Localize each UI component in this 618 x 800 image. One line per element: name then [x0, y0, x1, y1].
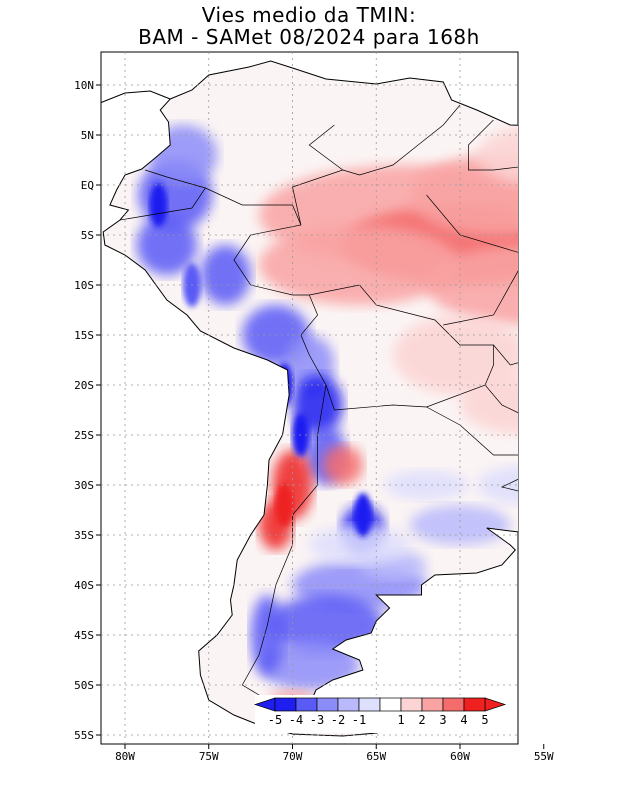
lon-tick-label: 70W: [283, 750, 303, 763]
lat-tick-label: 40S: [74, 579, 94, 592]
bias-blob: [460, 375, 518, 435]
lat-tick-label: 25S: [74, 429, 94, 442]
colorbar-legend: -5 -4 -3 -2 -1 1 2 3 4 5: [253, 695, 510, 733]
central-america-coast: [101, 90, 171, 104]
lat-tick-label: 10S: [74, 279, 94, 292]
border-line: [594, 445, 618, 465]
border-line: [577, 345, 611, 415]
bias-blob: [259, 640, 360, 690]
lat-tick-label: 50S: [74, 679, 94, 692]
coastline: [102, 60, 518, 737]
border-line: [233, 124, 344, 296]
latitude-axis: 10N 5N EQ 5S 10S 15S 20S 25S 30S 35S 40S 45S 50S 55S: [74, 79, 101, 742]
lat-tick-label: 30S: [74, 479, 94, 492]
border-line: [241, 384, 327, 706]
lon-tick-label: 80W: [115, 750, 135, 763]
lat-tick-label: 5S: [81, 229, 94, 242]
colorbar-swatch: [295, 697, 318, 712]
lat-tick-label: EQ: [81, 179, 94, 192]
andes-bias-streak: [275, 483, 294, 527]
colorbar-swatch: [379, 697, 402, 712]
bias-blob: [594, 305, 618, 345]
lat-tick-label: 10N: [74, 79, 94, 92]
bias-blob: [510, 165, 518, 245]
colorbar-swatch: [337, 697, 360, 712]
colorbar-label: 4: [460, 713, 467, 727]
lat-tick-label: 5N: [81, 129, 94, 142]
border-line: [443, 270, 518, 326]
border-line: [119, 169, 206, 221]
colorbar-swatch: [316, 697, 339, 712]
lat-tick-label: 20S: [74, 379, 94, 392]
colorbar-label: 5: [481, 713, 488, 727]
colorbar-swatch: [274, 697, 297, 712]
border-line: [493, 344, 518, 366]
andes-bias-streak: [353, 493, 372, 537]
colorbar-label: -4: [289, 713, 303, 727]
colorbar-swatch: [442, 697, 465, 712]
border-line: [309, 284, 494, 386]
graticule: [101, 52, 518, 744]
bias-blob: [426, 245, 518, 325]
colorbar-swatch: [400, 697, 423, 712]
border-line: [468, 119, 518, 171]
lon-tick-label: 65W: [366, 750, 386, 763]
lat-tick-label: 55S: [74, 729, 94, 742]
lon-tick-label: 55W: [534, 750, 554, 763]
lon-tick-label: 60W: [450, 750, 470, 763]
andes-bias-streak: [149, 183, 168, 227]
bias-blob: [535, 405, 618, 445]
colorbar-label: 2: [418, 713, 425, 727]
lon-tick-label: 75W: [199, 750, 219, 763]
bias-blob: [544, 345, 618, 385]
bias-blob: [250, 595, 285, 675]
bias-blob: [476, 465, 518, 505]
country-borders: [119, 104, 618, 706]
border-line: [426, 194, 518, 253]
map-title-line1: Vies medio da TMIN:: [201, 3, 417, 27]
border-line: [205, 187, 302, 226]
bias-blob: [322, 445, 363, 485]
colorbar-swatch: [463, 697, 486, 712]
lat-tick-label: 45S: [74, 629, 94, 642]
bias-blob: [200, 245, 251, 305]
colorbar-swatch: [421, 697, 444, 712]
longitude-axis: 80W75W70W65W60W55W50W45W40W35W: [115, 744, 618, 763]
bias-blob: [594, 380, 618, 410]
border-line: [594, 405, 618, 445]
bias-blob: [602, 245, 618, 325]
bias-blob: [409, 155, 518, 235]
map-title-line2: BAM - SAMet 08/2024 para 168h: [138, 25, 480, 49]
border-line: [342, 104, 461, 176]
lat-tick-label: 35S: [74, 529, 94, 542]
colorbar-label: -3: [310, 713, 324, 727]
lat-tick-label: 15S: [74, 329, 94, 342]
colorbar-swatch: [358, 697, 381, 712]
bias-blob: [476, 125, 518, 185]
colorbar-label: 3: [439, 713, 446, 727]
border-line: [300, 294, 335, 411]
border-line: [426, 406, 518, 456]
colorbar-label: 1: [397, 713, 404, 727]
bias-blob: [136, 215, 198, 275]
colorbar-label: -1: [352, 713, 366, 727]
colorbar-label: -5: [268, 713, 282, 727]
colorbar-label: -2: [331, 713, 345, 727]
bias-blob: [259, 225, 460, 305]
